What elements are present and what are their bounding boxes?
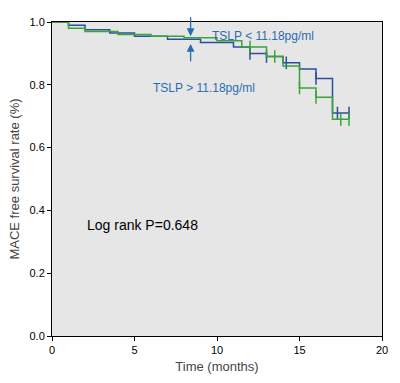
svg-text:0.2: 0.2 xyxy=(30,267,45,279)
svg-text:1.0: 1.0 xyxy=(30,16,45,28)
svg-text:0.8: 0.8 xyxy=(30,79,45,91)
svg-text:TSLP < 11.18pg/ml: TSLP < 11.18pg/ml xyxy=(212,29,314,43)
svg-text:10: 10 xyxy=(211,344,223,356)
svg-text:0.4: 0.4 xyxy=(30,204,45,216)
svg-text:20: 20 xyxy=(376,344,388,356)
svg-text:Log rank P=0.648: Log rank P=0.648 xyxy=(87,217,198,233)
svg-text:0.6: 0.6 xyxy=(30,141,45,153)
svg-text:MACE free survival rate (%): MACE free survival rate (%) xyxy=(7,98,22,259)
svg-text:15: 15 xyxy=(293,344,305,356)
svg-text:TSLP > 11.18pg/ml: TSLP > 11.18pg/ml xyxy=(153,81,255,95)
svg-text:5: 5 xyxy=(131,344,137,356)
svg-text:Time (months): Time (months) xyxy=(175,359,258,374)
svg-text:0.0: 0.0 xyxy=(30,330,45,342)
svg-text:0: 0 xyxy=(49,344,55,356)
